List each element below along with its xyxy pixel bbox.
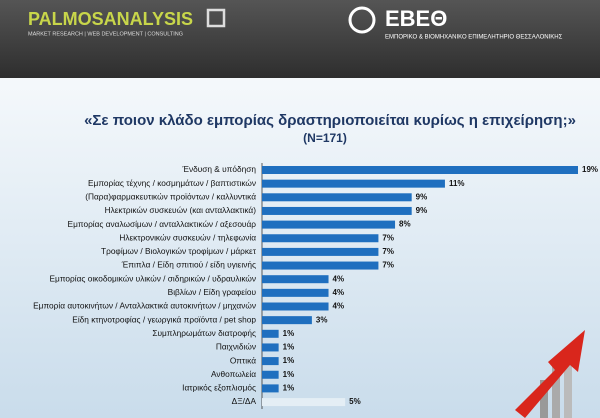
category-label: Ένδυση & υπόδηση <box>181 164 256 174</box>
value-label: 4% <box>333 274 345 283</box>
logo-left-tagline: MARKET RESEARCH | WEB DEVELOPMENT | CONS… <box>28 31 183 37</box>
category-label: Ηλεκτρονικών συσκευών / τηλεφωνία <box>119 232 256 242</box>
bar <box>262 261 379 270</box>
bar <box>262 329 279 338</box>
logo-right: ΕΒΕΘ <box>385 6 447 31</box>
bar <box>262 193 412 202</box>
category-label: Εμπορίας οικοδομικών υλικών / σιδηρικών … <box>50 273 257 283</box>
bar <box>262 179 445 188</box>
value-label: 9% <box>416 206 428 215</box>
value-label: 5% <box>349 397 361 406</box>
value-label: 1% <box>283 356 295 365</box>
category-label: Εμπορίας τέχνης / κοσμημάτων / βαπτιστικ… <box>88 178 256 188</box>
bar <box>262 247 379 256</box>
bar <box>262 384 279 393</box>
chart-subtitle: (Ν=171) <box>303 131 347 145</box>
value-label: 1% <box>283 370 295 379</box>
category-label: Ανθοπωλεία <box>211 369 256 379</box>
value-label: 1% <box>283 384 295 393</box>
value-label: 4% <box>333 302 345 311</box>
category-label: Ηλεκτρικών συσκευών (και ανταλλακτικά) <box>105 205 257 215</box>
bar <box>262 302 329 311</box>
logo-gear <box>348 6 376 34</box>
decor-arrow <box>515 330 585 418</box>
category-label: Παιχνιδιών <box>216 342 256 352</box>
bar <box>262 166 578 174</box>
bar <box>262 288 329 297</box>
category-label: Εμπορίας αναλωσίμων / ανταλλακτικών / αξ… <box>68 219 257 229</box>
value-label: 8% <box>399 220 411 229</box>
value-label: 11% <box>449 179 465 188</box>
bar <box>262 398 346 407</box>
bar <box>262 343 279 352</box>
bar <box>262 234 379 243</box>
category-label: Ιατρικός εξοπλισμός <box>182 383 256 393</box>
bar <box>262 370 279 379</box>
bar <box>262 220 396 229</box>
value-label: 9% <box>416 192 428 201</box>
value-label: 1% <box>283 343 295 352</box>
category-label: ΔΞ/ΔΑ <box>232 396 257 406</box>
category-label: Είδη κτηνοτροφίας / γεωργικά προϊόντα / … <box>72 314 256 324</box>
category-label: Συμπληρωμάτων διατροφής <box>152 328 256 338</box>
category-label: Τροφίμων / Βιολογικών τροφίμων / μάρκετ <box>101 246 257 256</box>
value-label: 3% <box>316 315 328 324</box>
value-label: 19% <box>582 165 598 174</box>
header-band <box>0 0 600 78</box>
value-label: 7% <box>382 247 394 256</box>
category-label: Οπτικά <box>230 355 256 365</box>
bar <box>262 357 279 366</box>
value-label: 4% <box>333 288 345 297</box>
bar <box>262 275 329 284</box>
category-label: Εμπορία αυτοκινήτων / Ανταλλακτικά αυτοκ… <box>33 301 256 311</box>
value-label: 1% <box>283 329 295 338</box>
bar <box>262 206 412 215</box>
value-label: 7% <box>382 233 394 242</box>
logo-square <box>206 8 226 28</box>
logo-right-tagline: ΕΜΠΟΡΙΚΟ & ΒΙΟΜΗΧΑΝΙΚΟ ΕΠΙΜΕΛΗΤΗΡΙΟ ΘΕΣΣ… <box>385 35 563 41</box>
category-label: Βιβλίων / Είδη γραφείου <box>168 287 257 297</box>
value-label: 7% <box>382 261 394 270</box>
category-label: (Παρα)φαρμακευτικών προϊόντων / καλλυντι… <box>85 191 256 201</box>
chart-title: «Σε ποιον κλάδο εμπορίας δραστηριοποιείτ… <box>84 112 576 129</box>
category-label: Έπιπλα / Είδη σπιτιού / είδη υγιεινής <box>121 260 256 270</box>
bar <box>262 316 312 325</box>
logo-left: PALMOSANALYSIS <box>28 9 193 29</box>
